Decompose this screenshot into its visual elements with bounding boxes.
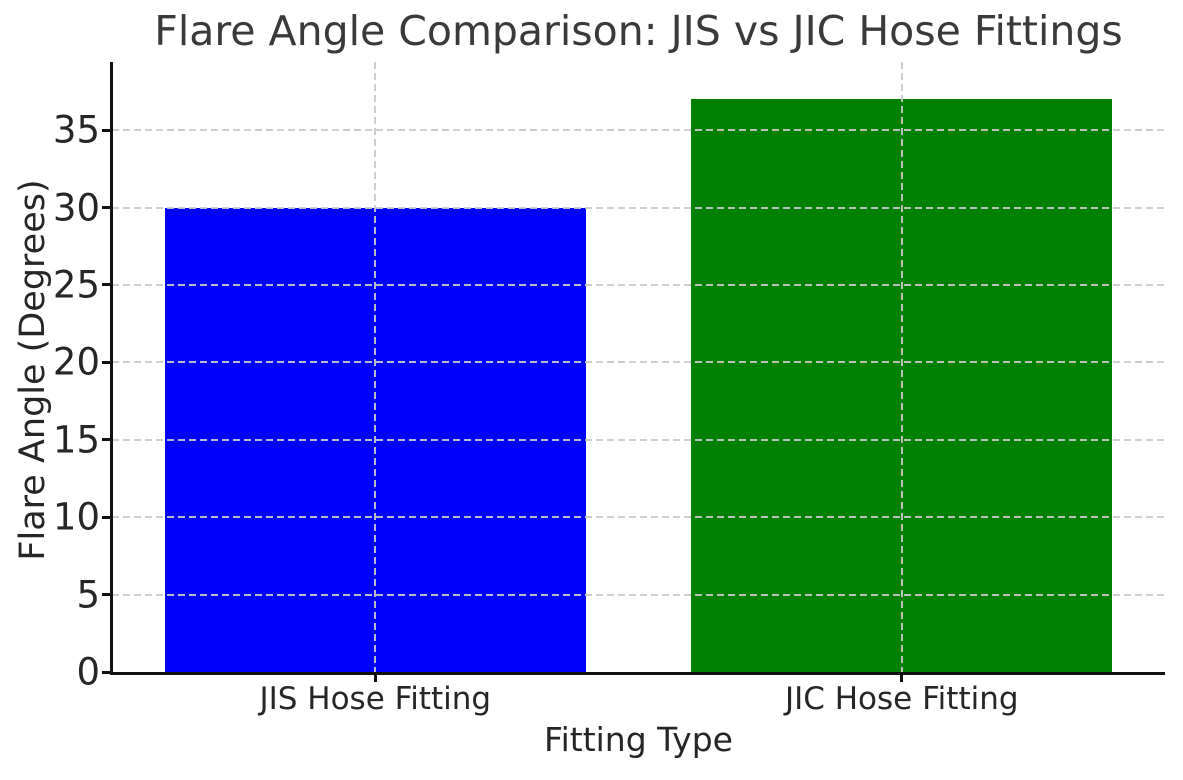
x-axis-spine [110,672,1165,675]
gridline-y-10 [112,516,1165,519]
y-tick-label: 20 [52,340,100,384]
gridline-x-0 [374,62,377,672]
x-tick-mark [900,672,904,682]
gridline-y-25 [112,283,1165,286]
y-tick-label: 15 [52,418,100,462]
x-tick-mark [373,672,377,682]
x-tick-label: JIC Hose Fitting [784,681,1019,717]
y-tick-mark [102,670,112,674]
chart-title: Flare Angle Comparison: JIS vs JIC Hose … [154,7,1123,55]
y-tick-mark [102,593,112,597]
y-tick-label: 35 [52,108,100,152]
x-tick-label: JIS Hose Fitting [259,681,492,717]
y-tick-mark [102,128,112,132]
y-tick-label: 25 [52,263,100,307]
y-tick-label: 10 [52,495,100,539]
y-tick-label: 5 [76,573,100,617]
x-axis-label: Fitting Type [544,720,733,759]
y-axis-spine [110,62,113,675]
y-tick-mark [102,438,112,442]
y-tick-mark [102,206,112,210]
y-tick-mark [102,283,112,287]
gridline-y-30 [112,206,1165,209]
y-tick-label: 30 [52,186,100,230]
gridline-y-35 [112,129,1165,132]
gridline-y-15 [112,438,1165,441]
gridline-x-1 [900,62,903,672]
y-tick-mark [102,515,112,519]
y-tick-label: 0 [76,650,100,694]
gridline-y-20 [112,361,1165,364]
gridline-y-5 [112,593,1165,596]
y-tick-mark [102,360,112,364]
